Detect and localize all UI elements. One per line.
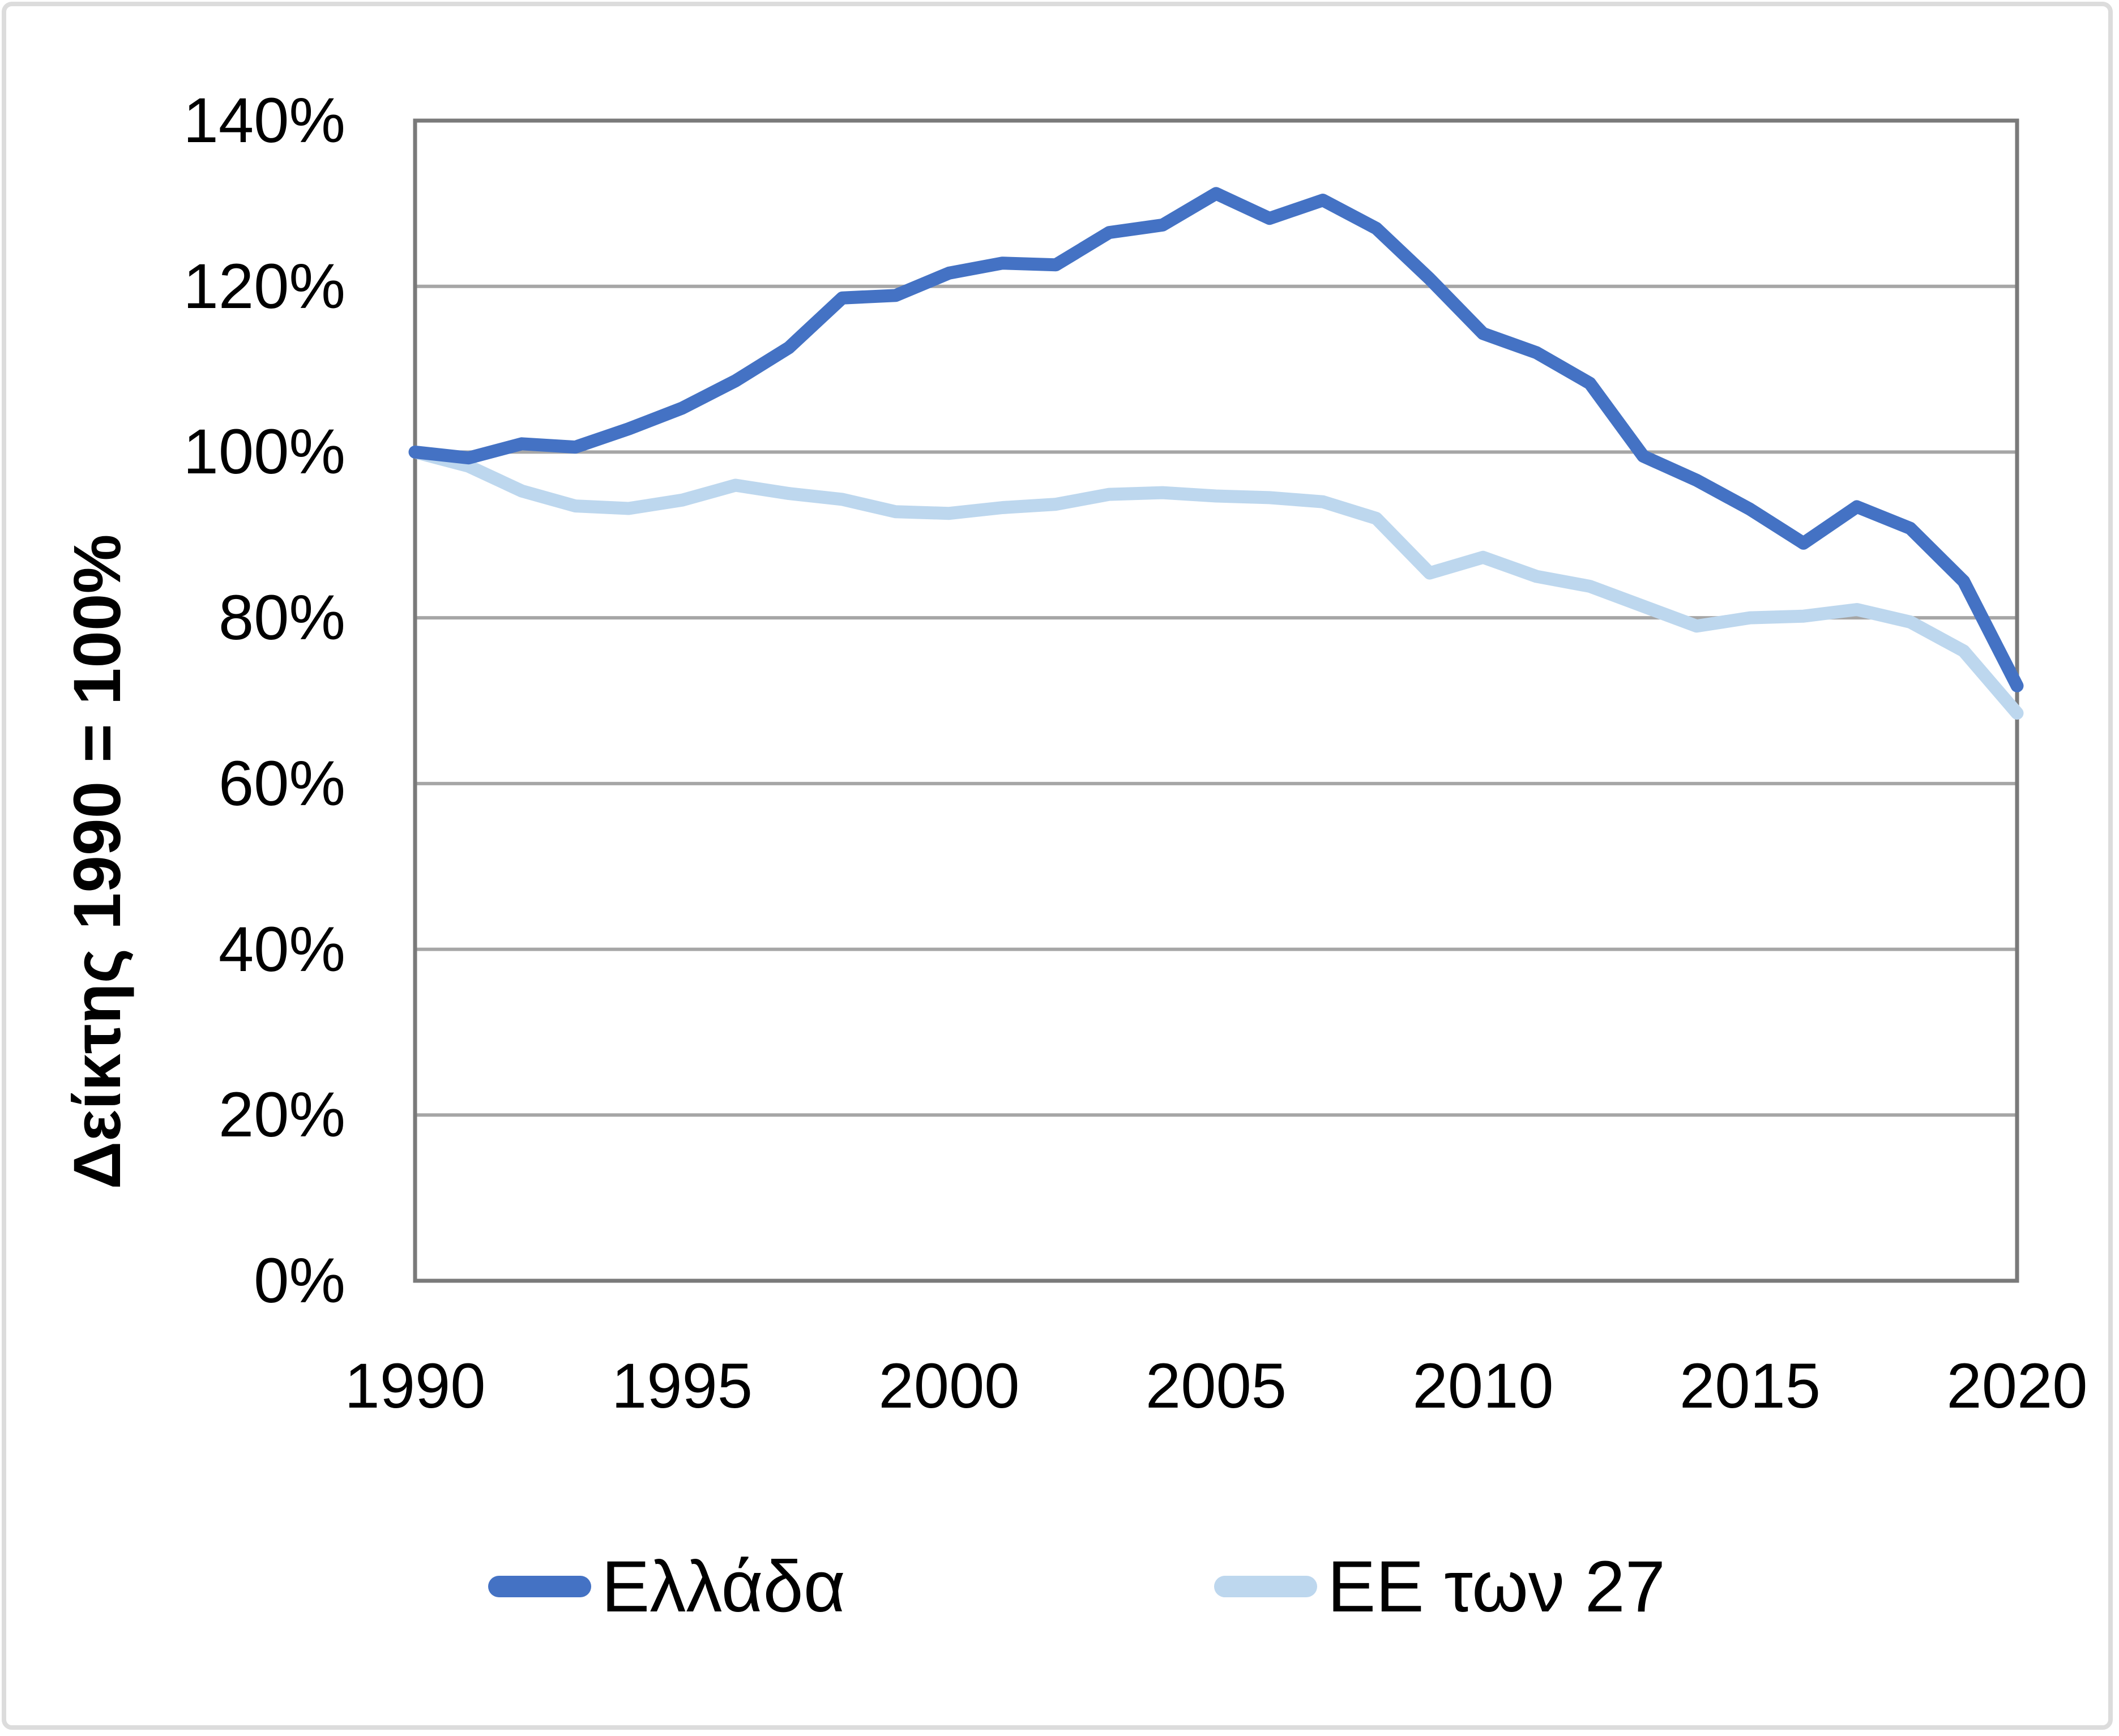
- legend-item-1: ΕΕ των 27: [1214, 1541, 1665, 1632]
- legend-swatch-icon: [488, 1576, 591, 1597]
- y-tick-label-140%: 140%: [183, 85, 345, 156]
- y-tick-label-40%: 40%: [218, 913, 345, 985]
- plot-border: [413, 118, 2019, 1283]
- legend-label: ΕΕ των 27: [1327, 1546, 1665, 1627]
- x-tick-label-2020: 2020: [1946, 1350, 2088, 1421]
- legend-label: Ελλάδα: [601, 1546, 845, 1627]
- y-tick-label-100%: 100%: [183, 416, 345, 488]
- x-tick-label-1990: 1990: [344, 1350, 486, 1421]
- line-series-1: [408, 445, 2024, 720]
- x-tick-label-2000: 2000: [878, 1350, 1020, 1421]
- x-tick-label-2005: 2005: [1145, 1350, 1287, 1421]
- y-tick-label-120%: 120%: [183, 250, 345, 322]
- x-tick-label-2015: 2015: [1679, 1350, 1821, 1421]
- y-tick-label-80%: 80%: [218, 582, 345, 653]
- plot-area: [408, 118, 2024, 1283]
- legend-swatch-icon: [1214, 1576, 1317, 1597]
- y-tick-label-0%: 0%: [254, 1245, 345, 1316]
- x-tick-label-2010: 2010: [1412, 1350, 1554, 1421]
- y-tick-label-20%: 20%: [218, 1079, 345, 1151]
- line-series-0: [408, 187, 2024, 692]
- y-tick-label-60%: 60%: [218, 747, 345, 819]
- legend-item-0: Ελλάδα: [488, 1541, 845, 1632]
- x-tick-label-1995: 1995: [611, 1350, 753, 1421]
